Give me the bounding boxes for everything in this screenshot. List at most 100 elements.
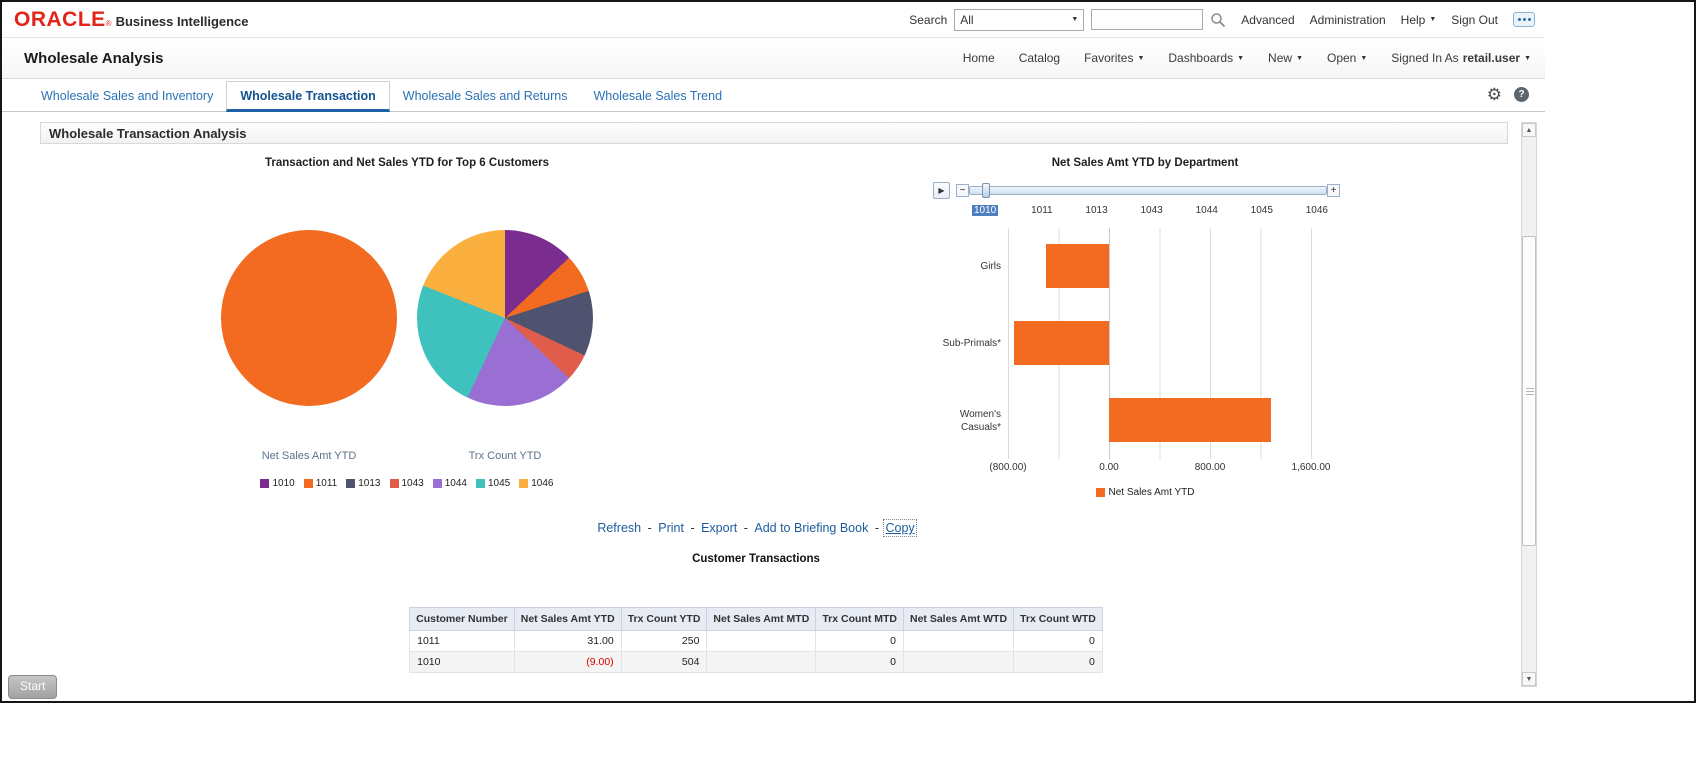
bar-legend: Net Sales Amt YTD [928, 487, 1362, 498]
open-label: Open [1327, 51, 1357, 65]
open-menu[interactable]: Open ▼ [1327, 51, 1367, 65]
help-menu[interactable]: Help ▼ [1401, 13, 1437, 27]
dashboards-label: Dashboards [1168, 51, 1234, 65]
bar-area [1008, 305, 1311, 382]
start-button[interactable]: Start [8, 675, 58, 699]
slider-tick-1010[interactable]: 1010 [972, 205, 999, 216]
col-header: Net Sales Amt MTD [706, 607, 817, 631]
export-link[interactable]: Export [701, 521, 738, 535]
slider-play-button[interactable]: ▶ [933, 182, 950, 199]
brand: ORACLE ® Business Intelligence [14, 8, 249, 32]
print-link[interactable]: Print [658, 521, 684, 535]
table-row: 1011 31.00 250 0 0 [409, 630, 1103, 652]
help-icon[interactable]: ? [1514, 87, 1529, 102]
col-header: Customer Number [409, 607, 515, 631]
administration-link[interactable]: Administration [1309, 12, 1386, 27]
table-header-row: Customer Number Net Sales Amt YTD Trx Co… [409, 607, 1103, 631]
vertical-scrollbar[interactable]: ▲ ▼ [1521, 122, 1537, 687]
page-title: Wholesale Analysis [24, 49, 164, 67]
signed-in-user-menu[interactable]: Signed In As retail.user ▼ [1391, 51, 1531, 65]
tab-wholesale-sales-and-returns[interactable]: Wholesale Sales and Returns [402, 89, 568, 103]
cell-net-sales-ytd: (9.00) [513, 651, 622, 673]
scrollbar-down-arrow[interactable]: ▼ [1522, 672, 1536, 686]
cell-trx-count-mtd: 0 [815, 651, 904, 673]
slider-track[interactable] [969, 183, 1327, 198]
refresh-link[interactable]: Refresh [597, 521, 642, 535]
table-row: 1010 (9.00) 504 0 0 [409, 651, 1103, 673]
slider-tick-1011[interactable]: 1011 [1031, 205, 1053, 216]
legend-label: 1011 [315, 478, 338, 489]
bar-category-label: Girls [980, 261, 1001, 272]
global-header: ORACLE ® Business Intelligence Search Al… [2, 2, 1545, 38]
cell-trx-count-wtd: 0 [1013, 630, 1103, 652]
slider-tick-1044[interactable]: 1044 [1195, 205, 1218, 216]
cell-net-sales-wtd [902, 651, 1015, 673]
catalog-link[interactable]: Catalog [1018, 51, 1061, 65]
legend-swatch [519, 479, 529, 488]
slider-thumb[interactable] [982, 183, 990, 198]
advanced-link[interactable]: Advanced [1241, 12, 1295, 27]
search-label: Search [909, 12, 948, 27]
bar-girls[interactable] [1045, 244, 1109, 288]
bar-womens-casuals[interactable] [1109, 398, 1271, 442]
cell-trx-count-mtd: 0 [815, 630, 904, 652]
bar-sub-primals[interactable] [1014, 321, 1109, 365]
gear-icon[interactable]: ⚙ [1486, 85, 1502, 104]
favorites-label: Favorites [1084, 51, 1134, 65]
sign-out-link[interactable]: Sign Out [1451, 12, 1498, 27]
dashboards-menu[interactable]: Dashboards ▼ [1168, 51, 1244, 65]
legend-label: 1046 [531, 478, 554, 489]
search-input[interactable] [1091, 9, 1204, 30]
apps-dots-icon[interactable] [1513, 12, 1535, 27]
bar-area [1008, 382, 1311, 459]
pie-trx-count-ytd[interactable] [417, 230, 593, 406]
help-menu-label: Help [1400, 12, 1426, 27]
home-link[interactable]: Home [962, 51, 995, 65]
bar-category-label: Sub-Primals* [942, 338, 1001, 349]
legend-swatch [389, 479, 399, 488]
bar-category-label: Women's Casuals* [959, 408, 1001, 433]
registered-mark: ® [105, 18, 112, 28]
x-axis-labels: (800.00) 0.00 800.00 1,600.00 [989, 462, 1330, 475]
cell-customer-number: 1011 [409, 630, 515, 652]
favorites-menu[interactable]: Favorites ▼ [1084, 51, 1144, 65]
chevron-down-icon: ▼ [1429, 16, 1437, 23]
bar-plot: Girls Sub-Primals* Women's Casuals* [928, 228, 1362, 459]
slider-tick-1046[interactable]: 1046 [1305, 205, 1328, 216]
tab-wholesale-transaction[interactable]: Wholesale Transaction [226, 81, 390, 112]
slider-decrement-button[interactable]: − [956, 184, 969, 197]
cell-net-sales-mtd [706, 651, 817, 673]
pie-net-sales-amt-ytd[interactable] [221, 230, 397, 406]
bar-chart-section: Net Sales Amt YTD by Department ▶ − + 10… [928, 157, 1362, 498]
tab-wholesale-sales-trend[interactable]: Wholesale Sales Trend [593, 89, 723, 103]
legend-item: 1010 [260, 478, 295, 489]
scrollbar-up-arrow[interactable]: ▲ [1522, 123, 1536, 137]
cell-net-sales-mtd [706, 630, 817, 652]
x-tick-label: 0.00 [1099, 462, 1119, 473]
bar-area [1008, 228, 1311, 305]
slider-tick-1043[interactable]: 1043 [1140, 205, 1163, 216]
pie-labels: Net Sales Amt YTD Trx Count YTD [172, 450, 642, 462]
legend-swatch [432, 479, 442, 488]
search-icon[interactable] [1210, 12, 1226, 28]
search-scope-select[interactable]: All ▼ [954, 8, 1085, 31]
copy-link[interactable]: Copy [883, 519, 917, 537]
x-tick-label: (800.00) [989, 462, 1027, 473]
tab-wholesale-sales-and-inventory[interactable]: Wholesale Sales and Inventory [41, 89, 214, 103]
legend-item: 1044 [432, 478, 467, 489]
slider-tick-1045[interactable]: 1045 [1250, 205, 1273, 216]
slider-increment-button[interactable]: + [1327, 184, 1340, 197]
link-separator: - [647, 521, 652, 535]
scrollbar-thumb[interactable] [1522, 236, 1536, 546]
legend-item: 1045 [476, 478, 510, 489]
slider-tick-1013[interactable]: 1013 [1085, 205, 1108, 216]
pie-chart-title: Transaction and Net Sales YTD for Top 6 … [265, 157, 549, 169]
chevron-down-icon: ▼ [1071, 16, 1079, 23]
new-menu[interactable]: New ▼ [1268, 51, 1303, 65]
bar-chart-title: Net Sales Amt YTD by Department [1051, 157, 1239, 169]
add-to-briefing-book-link[interactable]: Add to Briefing Book [754, 521, 869, 535]
cell-customer-number: 1010 [409, 651, 515, 673]
pies-row [172, 230, 642, 406]
legend-item: 1046 [519, 478, 554, 489]
pie-charts-section: Transaction and Net Sales YTD for Top 6 … [172, 157, 642, 489]
